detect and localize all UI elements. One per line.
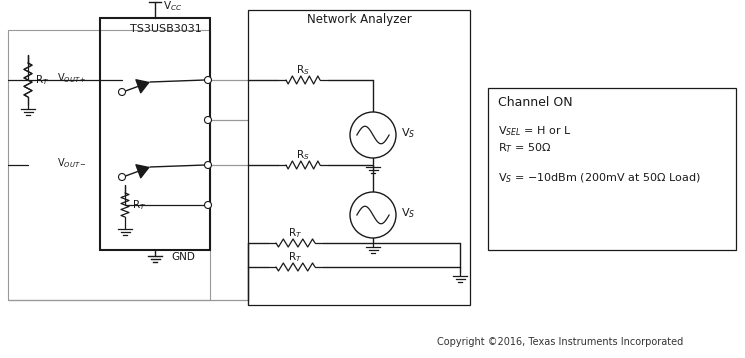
Text: V$_S$: V$_S$ — [401, 206, 415, 220]
Text: V$_{CC}$: V$_{CC}$ — [163, 0, 183, 13]
Text: Network Analyzer: Network Analyzer — [307, 14, 411, 26]
Text: GND: GND — [171, 252, 195, 262]
Circle shape — [118, 174, 125, 180]
Text: R$_T$: R$_T$ — [288, 226, 302, 240]
Text: R$_T$: R$_T$ — [132, 198, 146, 212]
Circle shape — [118, 88, 125, 96]
Circle shape — [204, 77, 212, 83]
Bar — [8, 30, 210, 300]
Text: R$_T$: R$_T$ — [35, 73, 49, 87]
Text: R$_T$ = 50Ω: R$_T$ = 50Ω — [498, 141, 551, 155]
Text: Copyright ©2016, Texas Instruments Incorporated: Copyright ©2016, Texas Instruments Incor… — [437, 337, 683, 347]
Text: V$_{OUT+}$: V$_{OUT+}$ — [57, 71, 86, 85]
Circle shape — [204, 202, 212, 208]
Text: R$_S$: R$_S$ — [297, 63, 310, 77]
Text: V$_S$ = −10dBm (200mV at 50Ω Load): V$_S$ = −10dBm (200mV at 50Ω Load) — [498, 171, 701, 185]
Circle shape — [350, 192, 396, 238]
Circle shape — [204, 116, 212, 124]
Text: R$_S$: R$_S$ — [297, 148, 310, 162]
Text: Channel ON: Channel ON — [498, 97, 573, 110]
Text: V$_S$: V$_S$ — [401, 126, 415, 140]
Text: R$_T$: R$_T$ — [288, 250, 302, 264]
Bar — [488, 88, 736, 250]
Circle shape — [350, 112, 396, 158]
Bar — [100, 18, 210, 250]
Circle shape — [204, 161, 212, 169]
Bar — [248, 10, 470, 305]
Text: V$_{OUT-}$: V$_{OUT-}$ — [57, 156, 87, 170]
Text: TS3USB3031: TS3USB3031 — [130, 24, 202, 34]
Text: V$_{SEL}$ = H or L: V$_{SEL}$ = H or L — [498, 124, 571, 138]
